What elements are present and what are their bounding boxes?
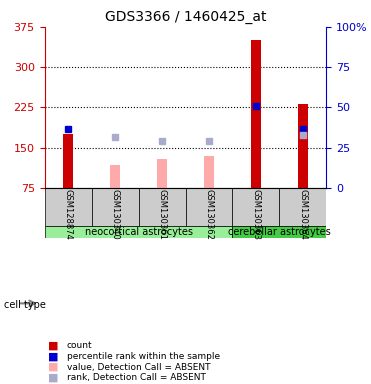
Text: neocortical astrocytes: neocortical astrocytes — [85, 227, 193, 237]
Text: ■: ■ — [48, 373, 59, 383]
Title: GDS3366 / 1460425_at: GDS3366 / 1460425_at — [105, 10, 266, 25]
Text: GSM128874: GSM128874 — [63, 189, 72, 240]
Text: cell type: cell type — [4, 300, 46, 310]
Text: ■: ■ — [48, 351, 59, 361]
Text: value, Detection Call = ABSENT: value, Detection Call = ABSENT — [67, 362, 210, 372]
FancyBboxPatch shape — [233, 188, 279, 225]
FancyBboxPatch shape — [186, 188, 233, 225]
Bar — [157, 159, 167, 188]
Text: ■: ■ — [48, 362, 59, 372]
Text: GSM130364: GSM130364 — [299, 189, 308, 240]
Text: GSM130362: GSM130362 — [204, 189, 213, 240]
Text: GSM130340: GSM130340 — [111, 189, 119, 240]
Text: rank, Detection Call = ABSENT: rank, Detection Call = ABSENT — [67, 373, 206, 382]
Bar — [204, 156, 214, 188]
Text: count: count — [67, 341, 92, 350]
FancyBboxPatch shape — [45, 225, 233, 238]
FancyBboxPatch shape — [45, 188, 92, 225]
Text: GSM130363: GSM130363 — [252, 189, 260, 240]
Bar — [63, 134, 73, 188]
Text: ■: ■ — [48, 341, 59, 351]
Text: GSM130361: GSM130361 — [158, 189, 167, 240]
Bar — [110, 165, 120, 188]
FancyBboxPatch shape — [233, 225, 326, 238]
Text: cerebellar astrocytes: cerebellar astrocytes — [228, 227, 331, 237]
FancyBboxPatch shape — [92, 188, 138, 225]
Bar — [298, 104, 308, 188]
Bar — [251, 40, 261, 188]
Text: percentile rank within the sample: percentile rank within the sample — [67, 352, 220, 361]
FancyBboxPatch shape — [279, 188, 326, 225]
FancyBboxPatch shape — [138, 188, 186, 225]
